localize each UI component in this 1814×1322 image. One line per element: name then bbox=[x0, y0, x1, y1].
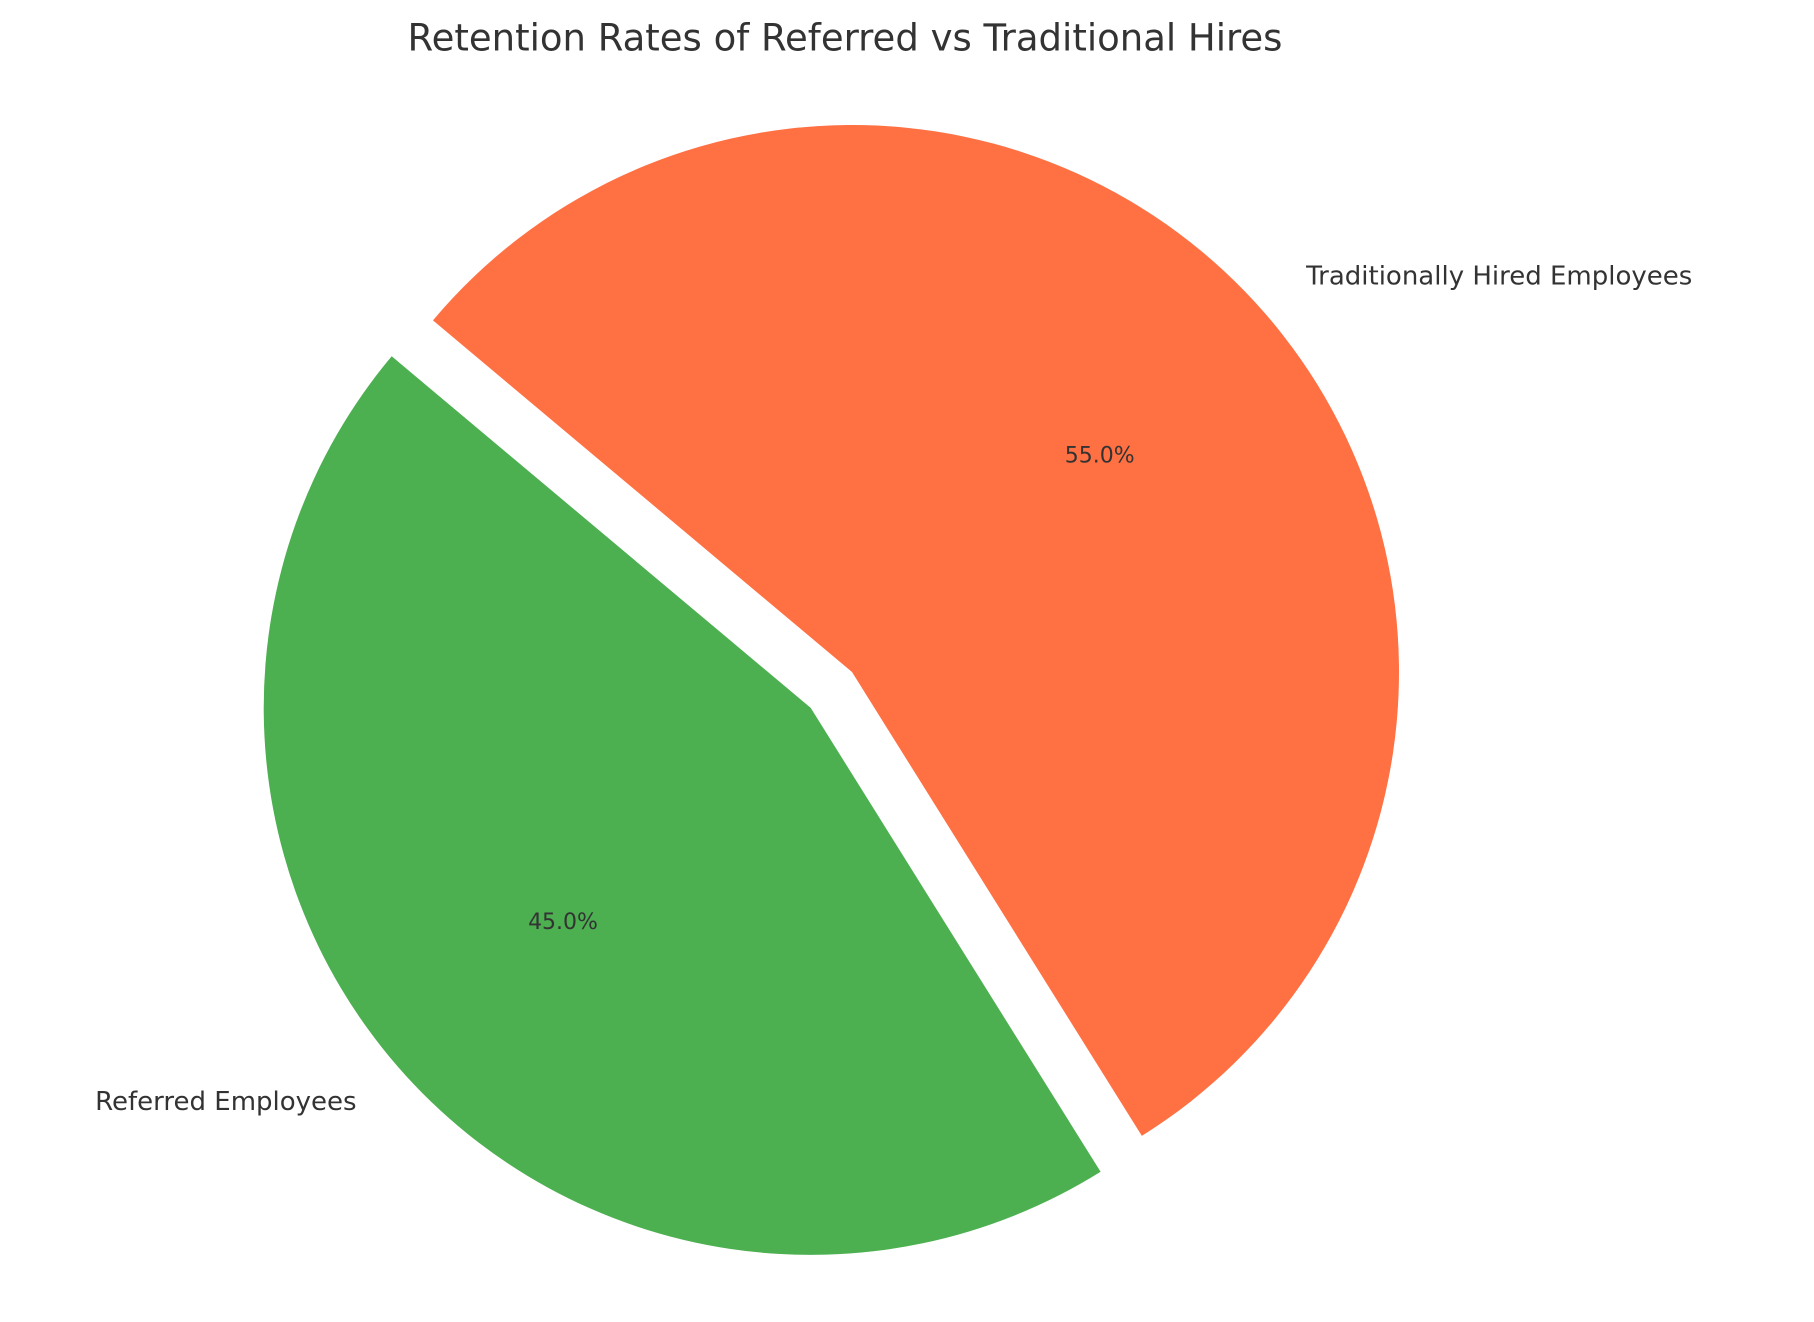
wedge-label: Referred Employees bbox=[95, 1087, 356, 1117]
percent-label: 45.0% bbox=[528, 910, 598, 935]
percent-label: 55.0% bbox=[1065, 444, 1135, 469]
wedge-label: Traditionally Hired Employees bbox=[1305, 262, 1692, 292]
chart-title: Retention Rates of Referred vs Tradition… bbox=[408, 17, 1283, 60]
pie-wedge bbox=[263, 356, 1101, 1255]
pie-wedge bbox=[432, 125, 1399, 1136]
